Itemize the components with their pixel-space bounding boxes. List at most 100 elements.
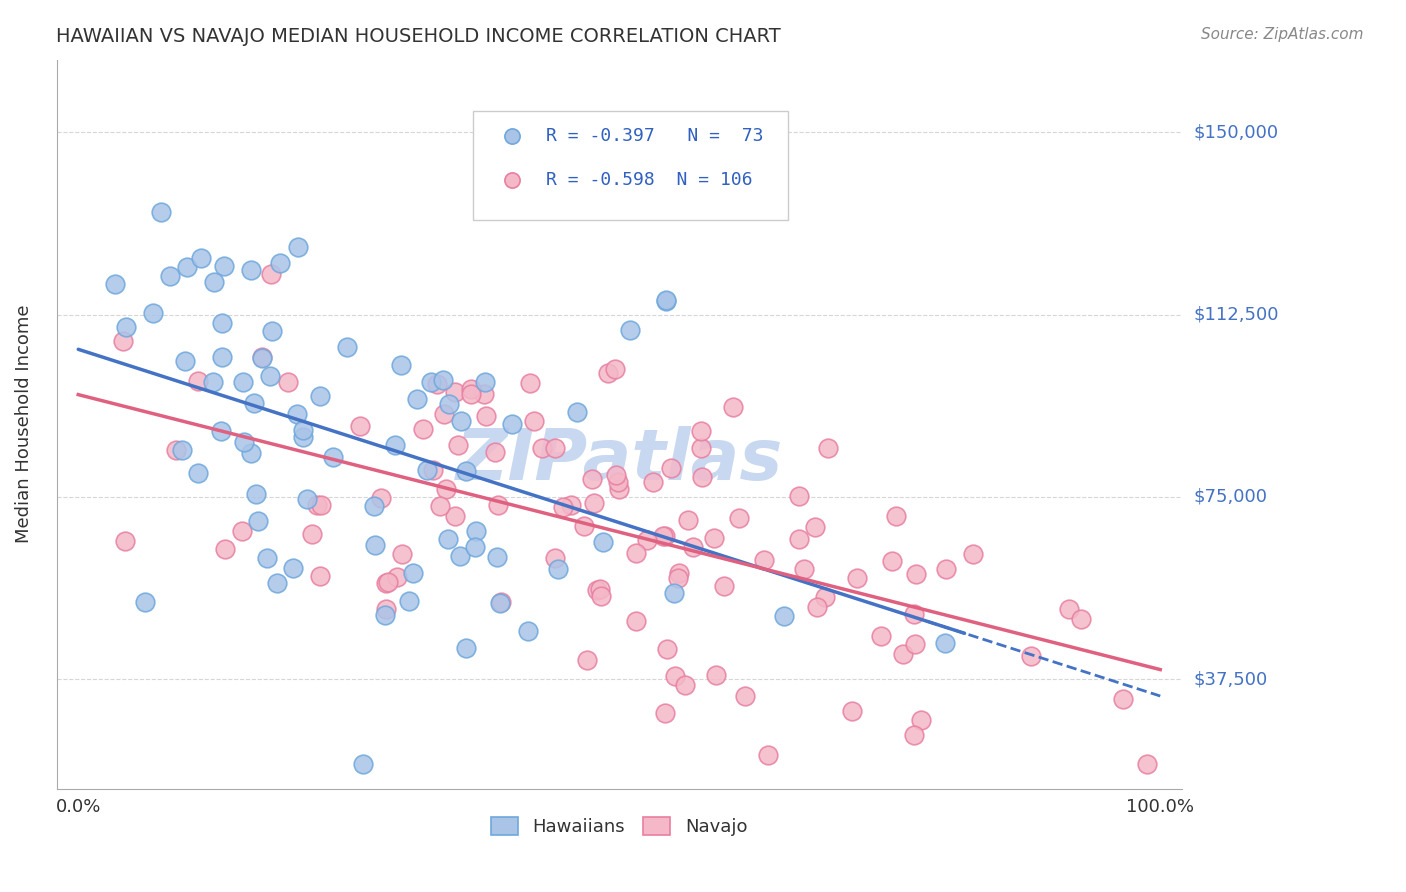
Point	[962, 547, 984, 561]
Point	[886, 508, 908, 523]
Point	[619, 324, 641, 338]
Point	[309, 498, 332, 512]
Point	[287, 240, 309, 254]
Point	[544, 441, 567, 455]
Point	[489, 596, 512, 610]
Point	[543, 550, 565, 565]
Point	[437, 533, 460, 547]
Point	[173, 354, 195, 368]
Point	[547, 561, 569, 575]
Point	[187, 375, 209, 389]
Point	[793, 562, 815, 576]
Point	[606, 475, 628, 489]
Point	[624, 614, 647, 628]
Point	[211, 350, 233, 364]
Point	[385, 570, 408, 584]
Text: R = -0.397   N =  73: R = -0.397 N = 73	[546, 128, 763, 145]
Point	[607, 482, 630, 496]
Point	[416, 463, 439, 477]
Point	[1019, 648, 1042, 663]
Legend: Hawaiians, Navajo: Hawaiians, Navajo	[482, 807, 756, 845]
Point	[591, 589, 613, 603]
Point	[266, 575, 288, 590]
Point	[389, 358, 412, 372]
Point	[269, 256, 291, 270]
Point	[576, 653, 599, 667]
Point	[501, 417, 523, 432]
Point	[295, 491, 318, 506]
Point	[460, 382, 482, 396]
Point	[713, 579, 735, 593]
Point	[1059, 601, 1081, 615]
Point	[652, 529, 675, 543]
Point	[703, 531, 725, 545]
Point	[605, 468, 627, 483]
Point	[505, 855, 527, 869]
Point	[484, 444, 506, 458]
Point	[115, 319, 138, 334]
Point	[728, 510, 751, 524]
Point	[1070, 612, 1092, 626]
Point	[406, 392, 429, 406]
Point	[285, 407, 308, 421]
Point	[202, 375, 225, 389]
Point	[384, 438, 406, 452]
Point	[624, 546, 647, 560]
Point	[377, 574, 399, 589]
Text: $150,000: $150,000	[1194, 123, 1278, 142]
Point	[211, 316, 233, 330]
Text: ZIPatlas: ZIPatlas	[456, 426, 783, 495]
Point	[460, 387, 482, 401]
Point	[903, 607, 925, 622]
Point	[641, 475, 664, 489]
Point	[309, 389, 332, 403]
Point	[374, 601, 396, 615]
Point	[662, 586, 685, 600]
Point	[114, 533, 136, 548]
Point	[159, 269, 181, 284]
Point	[773, 608, 796, 623]
Text: $37,500: $37,500	[1194, 670, 1267, 689]
Point	[935, 562, 957, 576]
Point	[239, 262, 262, 277]
Point	[817, 442, 839, 456]
Point	[690, 470, 713, 484]
Point	[581, 472, 603, 486]
Point	[443, 385, 465, 400]
Point	[454, 464, 477, 478]
FancyBboxPatch shape	[472, 111, 787, 220]
Point	[202, 275, 225, 289]
Point	[246, 514, 269, 528]
Point	[454, 641, 477, 656]
Point	[910, 713, 932, 727]
Point	[375, 576, 398, 591]
Point	[111, 334, 134, 348]
Point	[232, 375, 254, 389]
Point	[292, 423, 315, 437]
Point	[432, 373, 454, 387]
Point	[905, 566, 928, 581]
Point	[465, 524, 488, 538]
Point	[655, 294, 678, 309]
Point	[654, 529, 676, 543]
Point	[364, 537, 387, 551]
Point	[243, 396, 266, 410]
Point	[804, 519, 827, 533]
Point	[1136, 757, 1159, 772]
Point	[434, 483, 457, 497]
Point	[420, 376, 443, 390]
Point	[583, 496, 606, 510]
Point	[475, 409, 498, 424]
Point	[655, 293, 678, 308]
Point	[472, 387, 495, 401]
Point	[841, 704, 863, 718]
Point	[636, 533, 658, 547]
Point	[374, 607, 396, 622]
Point	[391, 547, 413, 561]
Point	[491, 595, 513, 609]
Point	[134, 594, 156, 608]
Point	[682, 540, 704, 554]
Point	[426, 377, 449, 392]
Point	[893, 647, 915, 661]
Point	[150, 205, 173, 219]
